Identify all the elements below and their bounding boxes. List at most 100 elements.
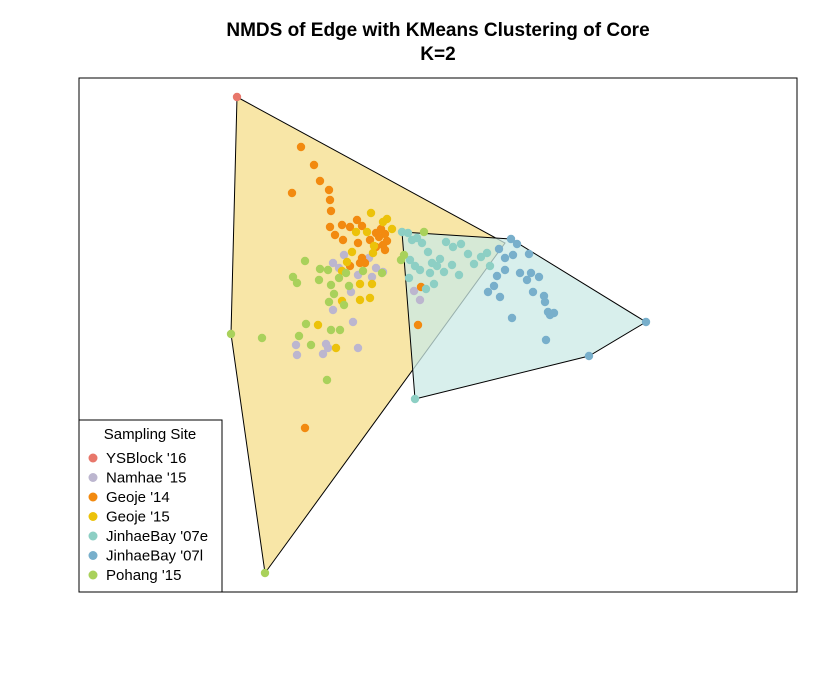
legend-entries: YSBlock '16 Namhae '15 Geoje '14 Geoje '15 J…: [88, 450, 208, 584]
data-point: [353, 343, 363, 353]
chart-subtitle: K=2: [420, 44, 455, 65]
data-point: [454, 270, 464, 280]
data-point: [417, 238, 427, 248]
legend-label: YSBlock '16: [106, 450, 186, 467]
data-point: [296, 142, 306, 152]
data-point: [367, 279, 377, 289]
legend-title: Sampling Site: [104, 426, 197, 443]
data-point: [355, 295, 365, 305]
data-point: [357, 221, 367, 231]
data-point: [315, 176, 325, 186]
data-point: [326, 325, 336, 335]
data-point: [318, 349, 328, 359]
data-point: [421, 284, 431, 294]
data-point: [485, 261, 495, 271]
data-point: [323, 343, 333, 353]
data-point: [300, 256, 310, 266]
data-point: [257, 333, 267, 343]
data-point: [506, 234, 516, 244]
data-point: [469, 259, 479, 269]
data-point: [260, 568, 270, 578]
data-point: [366, 208, 376, 218]
data-point: [347, 247, 357, 257]
chart-title: NMDS of Edge with KMeans Clustering of C…: [226, 20, 649, 41]
data-point: [528, 287, 538, 297]
data-point: [352, 215, 362, 225]
data-point: [549, 308, 559, 318]
data-point: [322, 375, 332, 385]
data-point: [368, 248, 378, 258]
data-point: [419, 227, 429, 237]
data-point: [324, 297, 334, 307]
data-point: [325, 195, 335, 205]
data-point: [306, 340, 316, 350]
data-point: [232, 92, 242, 102]
data-point: [325, 222, 335, 232]
data-point: [351, 227, 361, 237]
series-3: [313, 208, 397, 353]
series-6: [226, 227, 429, 578]
plot-frame: [78, 77, 798, 593]
data-point: [441, 237, 451, 247]
data-point: [584, 351, 594, 361]
data-point: [413, 320, 423, 330]
data-point: [323, 265, 333, 275]
data-point: [367, 272, 377, 282]
legend-marker: [88, 551, 98, 560]
data-point: [341, 268, 351, 278]
data-point: [463, 249, 473, 259]
data-point: [410, 394, 420, 404]
data-point: [335, 325, 345, 335]
data-point: [415, 265, 425, 275]
data-point: [331, 343, 341, 353]
data-point: [526, 268, 536, 278]
cluster-hulls: [230, 96, 647, 575]
data-point: [226, 329, 236, 339]
data-point: [425, 268, 435, 278]
data-point: [355, 279, 365, 289]
legend-label: Pohang '15: [106, 567, 181, 584]
legend-label: Namhae '15: [106, 470, 186, 487]
data-point: [482, 248, 492, 258]
data-point: [409, 286, 419, 296]
data-point: [345, 222, 355, 232]
data-point: [423, 247, 433, 257]
data-point: [337, 220, 347, 230]
data-point: [292, 350, 302, 360]
data-point: [315, 264, 325, 274]
data-point: [540, 297, 550, 307]
data-point: [326, 206, 336, 216]
data-point: [489, 281, 499, 291]
data-point: [404, 273, 414, 283]
data-point: [338, 235, 348, 245]
legend-marker: [88, 492, 98, 502]
data-point: [334, 273, 344, 283]
data-point: [508, 250, 518, 260]
data-point: [353, 238, 363, 248]
legend-marker: [88, 512, 98, 521]
data-point: [415, 295, 425, 305]
legend-label: JinhaeBay '07l: [106, 548, 203, 565]
data-point: [344, 281, 354, 291]
data-point: [483, 287, 493, 297]
data-point: [534, 272, 544, 282]
data-point: [380, 245, 390, 255]
data-point: [314, 275, 324, 285]
data-point: [399, 250, 409, 260]
data-point: [326, 280, 336, 290]
data-point: [515, 268, 525, 278]
data-point: [301, 319, 311, 329]
data-point: [348, 317, 358, 327]
data-point: [291, 340, 301, 350]
data-point: [456, 239, 466, 249]
data-point: [328, 258, 338, 268]
data-point: [500, 265, 510, 275]
legend-marker: [88, 473, 98, 482]
legend-marker: [88, 453, 98, 463]
data-point: [476, 252, 486, 262]
data-point: [362, 227, 372, 237]
legend: Sampling Site YSBlock '16 Namhae '15 Geoje…: [78, 419, 223, 593]
legend-marker: [88, 531, 98, 541]
data-point: [378, 217, 388, 227]
data-point: [339, 250, 349, 260]
